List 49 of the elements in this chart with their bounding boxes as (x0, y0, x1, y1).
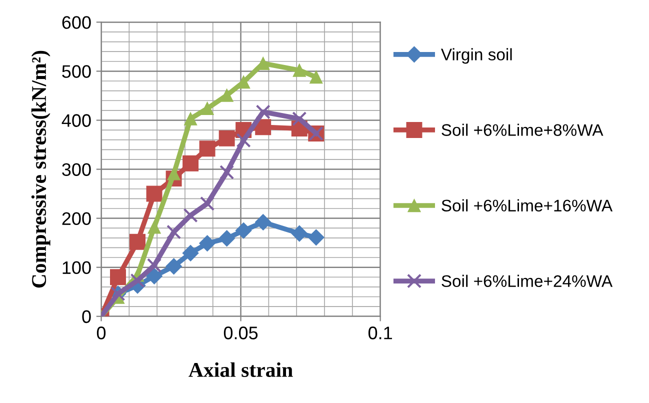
point (184, 112, 198, 126)
y-tick-label: 300 (62, 163, 91, 176)
point (148, 220, 161, 234)
point (146, 186, 162, 202)
point (310, 70, 323, 84)
y-axis-title: Compressive stress(kN/m²) (31, 50, 50, 288)
legend-label: Soil +6%Lime+24%WA (442, 274, 613, 288)
point (236, 75, 250, 89)
point (110, 269, 126, 286)
y-tick-label: 100 (62, 261, 91, 274)
point (166, 224, 182, 240)
point (255, 119, 272, 136)
point (199, 140, 216, 157)
x-axis-title: Axial strain (188, 362, 293, 378)
point (183, 208, 198, 223)
point (146, 258, 162, 273)
point (256, 104, 270, 120)
point (218, 230, 236, 247)
y-tick-label: 200 (62, 212, 91, 226)
point (182, 244, 199, 262)
point (200, 196, 215, 211)
point (200, 102, 214, 116)
legend-label: Soil +6%Lime+16%WA (442, 199, 613, 212)
legend-label: Virgin soil (440, 48, 512, 64)
y-tick-label: 500 (62, 65, 91, 78)
point (254, 214, 272, 230)
y-tick-label: 0 (82, 310, 91, 324)
point (218, 130, 235, 146)
point (130, 234, 146, 250)
point (182, 155, 199, 172)
point (130, 273, 145, 288)
y-tick-label: 400 (62, 114, 91, 127)
x-tick-label: 0.05 (224, 326, 258, 340)
point (235, 222, 252, 239)
point (146, 268, 162, 284)
point (166, 258, 182, 275)
y-tick-label: 600 (62, 16, 91, 29)
point (308, 229, 324, 246)
point (291, 225, 308, 242)
point (199, 235, 216, 252)
point (236, 133, 251, 148)
x-tick-label: 0 (96, 326, 106, 340)
point (167, 167, 180, 180)
point (220, 88, 234, 102)
point (292, 111, 307, 126)
point (220, 164, 234, 180)
legend-label: Soil +6%Lime+8%WA (442, 124, 604, 136)
point (292, 64, 306, 77)
x-tick-label: 0.1 (368, 326, 392, 340)
